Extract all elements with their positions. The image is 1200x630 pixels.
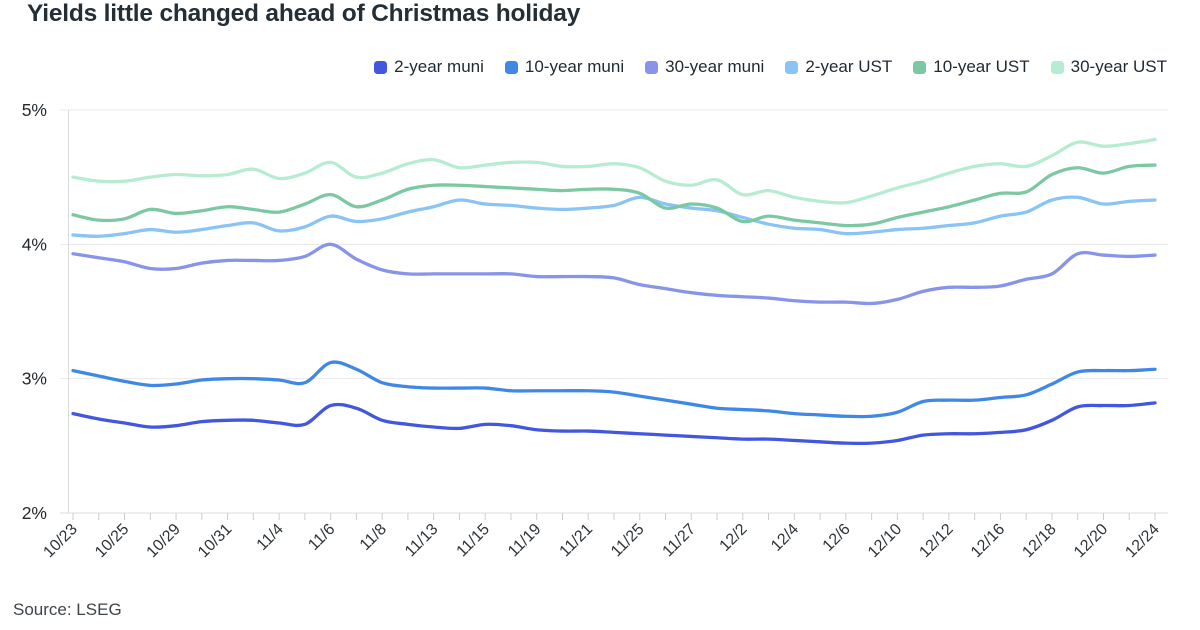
legend-item: 10-year muni xyxy=(504,57,625,77)
series-line-30-year-ust xyxy=(71,137,1157,205)
x-axis-tick-label: 12/20 xyxy=(1071,521,1111,561)
x-axis-tick-label: 12/18 xyxy=(1019,521,1059,561)
legend-swatch xyxy=(374,60,388,74)
legend-item-label: 30-year muni xyxy=(665,57,765,76)
series-line-2-year-muni xyxy=(71,401,1157,446)
legend-item: 2-year UST xyxy=(785,57,892,77)
x-axis-tick-label: 11/6 xyxy=(305,521,338,554)
x-axis-tick-label: 11/25 xyxy=(608,521,648,561)
legend-item-label: 2-year muni xyxy=(394,57,484,76)
x-axis-tick-label: 10/29 xyxy=(144,521,184,561)
chart-title: Yields little changed ahead of Christmas… xyxy=(27,0,581,27)
x-axis-tick-label: 12/12 xyxy=(916,521,956,561)
legend-swatch xyxy=(504,60,518,74)
y-axis-tick-label: 2% xyxy=(22,503,47,523)
legend-item: 30-year muni xyxy=(645,57,764,77)
x-axis-tick-label: 11/21 xyxy=(557,521,597,561)
x-axis-tick-label: 11/13 xyxy=(402,521,442,561)
legend-swatch xyxy=(645,60,659,74)
series-line-2-year-ust xyxy=(71,195,1157,238)
y-axis-tick-label: 3% xyxy=(22,369,47,389)
legend-swatch xyxy=(1050,60,1064,74)
x-axis-tick-label: 11/15 xyxy=(454,521,494,561)
chart-legend: 2-year muni 10-year muni 30-year muni 2-yea… xyxy=(374,57,1167,77)
legend-item: 30-year UST xyxy=(1050,57,1167,77)
legend-item-label: 10-year muni xyxy=(524,57,625,76)
x-axis-tick-label: 12/4 xyxy=(768,521,802,555)
x-axis-tick-label: 10/23 xyxy=(40,521,80,561)
x-axis-tick-label: 12/2 xyxy=(717,521,751,555)
x-axis-tick-label: 10/31 xyxy=(195,521,235,561)
series-line-30-year-muni xyxy=(71,242,1157,306)
x-axis-tick-label: 12/24 xyxy=(1122,521,1162,561)
x-axis-tick-label: 11/19 xyxy=(505,521,545,561)
x-axis-tick-label: 12/6 xyxy=(820,521,854,555)
x-axis-tick-label: 10/25 xyxy=(92,521,132,561)
x-axis-tick-label: 11/4 xyxy=(254,521,287,554)
legend-item-label: 2-year UST xyxy=(805,57,893,76)
legend-swatch xyxy=(913,60,927,74)
legend-item-label: 10-year UST xyxy=(933,57,1030,76)
legend-swatch xyxy=(785,60,799,74)
legend-item-label: 30-year UST xyxy=(1070,57,1167,76)
x-axis-tick-label: 12/10 xyxy=(865,521,905,561)
x-axis-tick-label: 12/16 xyxy=(968,521,1008,561)
legend-item: 2-year muni xyxy=(374,57,484,77)
source-note: Source: LSEG xyxy=(13,600,122,619)
y-axis-tick-label: 4% xyxy=(22,234,47,254)
series-line-10-year-ust xyxy=(71,163,1157,228)
x-axis-tick-label: 11/8 xyxy=(357,521,390,554)
y-axis-tick-label: 5% xyxy=(22,100,47,120)
x-axis-tick-label: 11/27 xyxy=(660,521,700,561)
series-line-10-year-muni xyxy=(71,360,1157,419)
legend-item: 10-year UST xyxy=(913,57,1030,77)
